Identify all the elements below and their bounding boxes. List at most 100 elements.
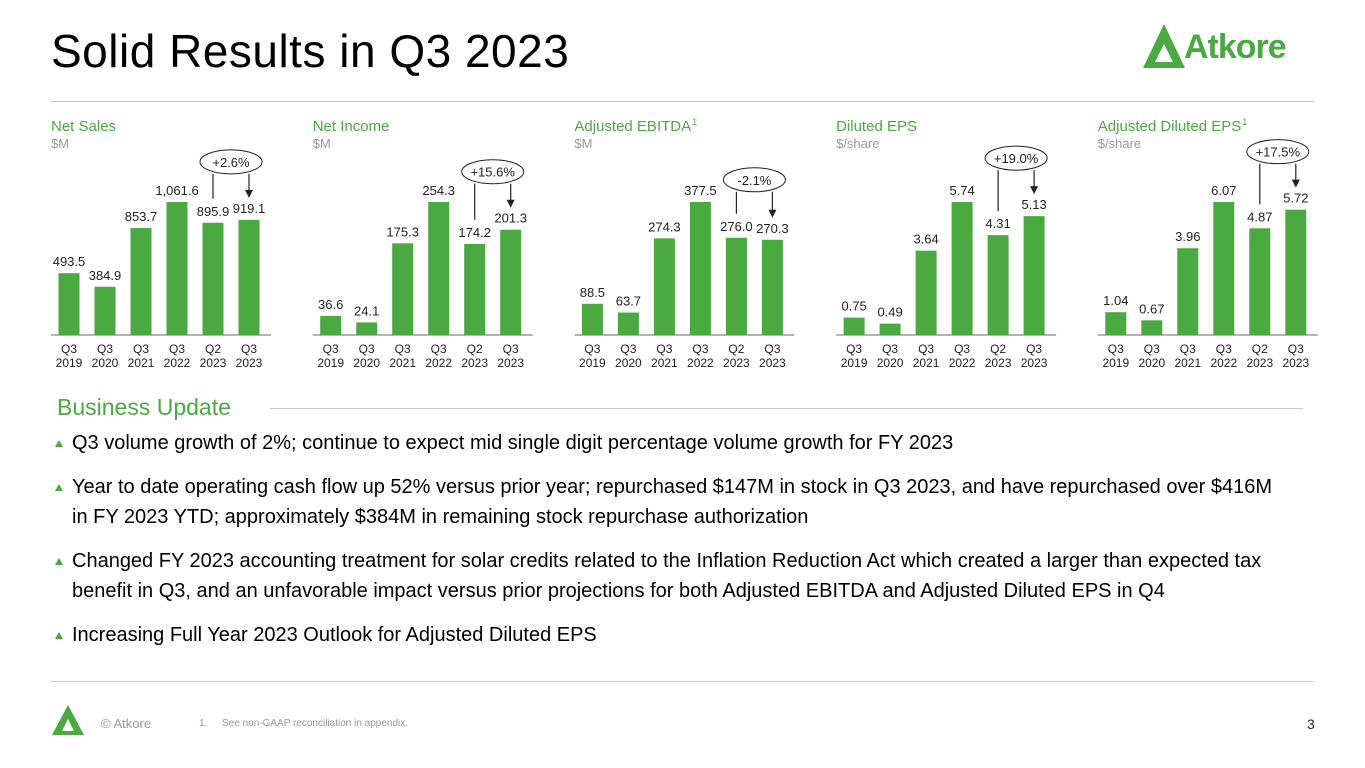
x-tick-label: Q2 2023 (984, 342, 1012, 370)
title-footnote-mark: 1 (1242, 117, 1247, 127)
bullet-marker (55, 558, 63, 565)
value-label: 384.9 (89, 268, 122, 283)
arrow-head (245, 189, 253, 198)
chart-title: Adjusted EBITDA (574, 118, 691, 135)
value-label: 4.87 (1247, 209, 1272, 224)
bar (166, 202, 188, 335)
arrow-head (1291, 179, 1300, 188)
footnote-number: 1. (199, 718, 208, 729)
value-label: 377.5 (684, 183, 717, 198)
bullet: Increasing Full Year 2023 Outlook for Ad… (55, 620, 1272, 650)
x-tick-label: Q3 2022 (425, 342, 453, 370)
value-label: 1,061.6 (155, 183, 198, 198)
bar (320, 315, 342, 335)
bar (1141, 320, 1163, 335)
x-tick-label: Q2 2023 (199, 342, 227, 370)
bar (843, 317, 865, 335)
x-tick-label: Q3 2021 (127, 342, 155, 370)
x-tick-label: Q3 2021 (651, 342, 678, 370)
annotation: -2.1% (737, 173, 771, 188)
x-tick-label: Q3 2019 (840, 342, 868, 370)
chart-title: Adjusted Diluted EPS (1098, 118, 1241, 135)
bar (1249, 228, 1271, 335)
value-label: 274.3 (648, 219, 681, 234)
bar (915, 250, 937, 335)
value-label: 0.67 (1139, 301, 1164, 316)
arrow-head (768, 209, 777, 218)
chart-title: Diluted EPS (836, 118, 917, 135)
x-tick-label: Q3 2023 (759, 342, 786, 370)
arrow-head (1030, 186, 1039, 195)
bar (500, 229, 522, 335)
bullet: Year to date operating cash flow up 52% … (55, 472, 1272, 532)
value-label: 919.1 (233, 201, 266, 216)
x-tick-label: Q2 2023 (461, 342, 489, 370)
bar (581, 303, 603, 335)
x-tick-label: Q3 2019 (317, 342, 345, 370)
value-label: 254.3 (422, 183, 455, 198)
chart-title: Net Sales (51, 118, 116, 135)
bar (238, 219, 260, 335)
section-title: Business Update (57, 394, 231, 420)
chart-title: Net Income (313, 118, 390, 135)
x-tick-label: Q3 2022 (163, 342, 191, 370)
value-label: 24.1 (354, 303, 379, 318)
bar (653, 238, 675, 335)
x-tick-label: Q3 2022 (1210, 342, 1238, 370)
value-label: 5.13 (1021, 197, 1046, 212)
value-label: 270.3 (756, 221, 789, 236)
chart-subtitle: $/share (1098, 136, 1141, 151)
x-tick-label: Q3 2022 (687, 342, 714, 370)
value-label: 88.5 (580, 285, 605, 300)
bullet-marker (55, 484, 63, 491)
chart-subtitle: $M (574, 136, 592, 151)
bar (1105, 312, 1127, 335)
x-tick-label: Q2 2023 (723, 342, 750, 370)
bar (428, 202, 450, 335)
chart-subtitle: $/share (836, 136, 879, 151)
x-tick-label: Q3 2021 (912, 342, 940, 370)
annotation: +19.0% (994, 151, 1039, 166)
annotation-ellipse (199, 149, 263, 175)
value-label: 201.3 (494, 211, 527, 226)
value-label: 493.5 (53, 254, 86, 269)
bar (392, 243, 414, 335)
page-number: 3 (1307, 716, 1315, 732)
x-tick-label: Q3 2020 (91, 342, 119, 370)
x-tick-label: Q3 2019 (1102, 342, 1130, 370)
x-tick-label: Q3 2023 (497, 342, 525, 370)
x-tick-label: Q3 2021 (1174, 342, 1202, 370)
value-label: 175.3 (386, 224, 419, 239)
x-tick-label: Q3 2019 (55, 342, 83, 370)
value-label: 276.0 (720, 219, 753, 234)
x-tick-label: Q3 2021 (389, 342, 417, 370)
bar (58, 273, 80, 335)
value-label: 1.04 (1103, 293, 1128, 308)
x-tick-label: Q3 2023 (235, 342, 263, 370)
x-tick-label: Q3 2020 (615, 342, 642, 370)
value-label: 0.75 (841, 299, 866, 314)
x-tick-label: Q3 2022 (948, 342, 976, 370)
logo-text: Atkore (1184, 28, 1286, 66)
bullet: Q3 volume growth of 2%; continue to expe… (55, 428, 1272, 458)
divider (51, 681, 1314, 682)
value-label: 853.7 (125, 209, 158, 224)
bar (94, 286, 116, 335)
annotation-ellipse (984, 145, 1048, 171)
annotation-ellipse (461, 159, 525, 185)
value-label: 36.6 (318, 297, 343, 312)
bullet-marker (55, 632, 63, 639)
bar (1177, 248, 1199, 335)
divider (51, 101, 1314, 102)
value-label: 4.31 (985, 216, 1010, 231)
value-label: 174.2 (458, 225, 491, 240)
bar (689, 202, 711, 335)
bar (1023, 216, 1045, 335)
value-label: 5.72 (1283, 191, 1308, 206)
logo-mark-cut (1155, 44, 1173, 62)
value-label: 895.9 (197, 204, 230, 219)
x-tick-label: Q3 2020 (353, 342, 381, 370)
x-tick-label: Q3 2020 (1138, 342, 1166, 370)
x-tick-label: Q2 2023 (1246, 342, 1274, 370)
value-label: 6.07 (1211, 183, 1236, 198)
